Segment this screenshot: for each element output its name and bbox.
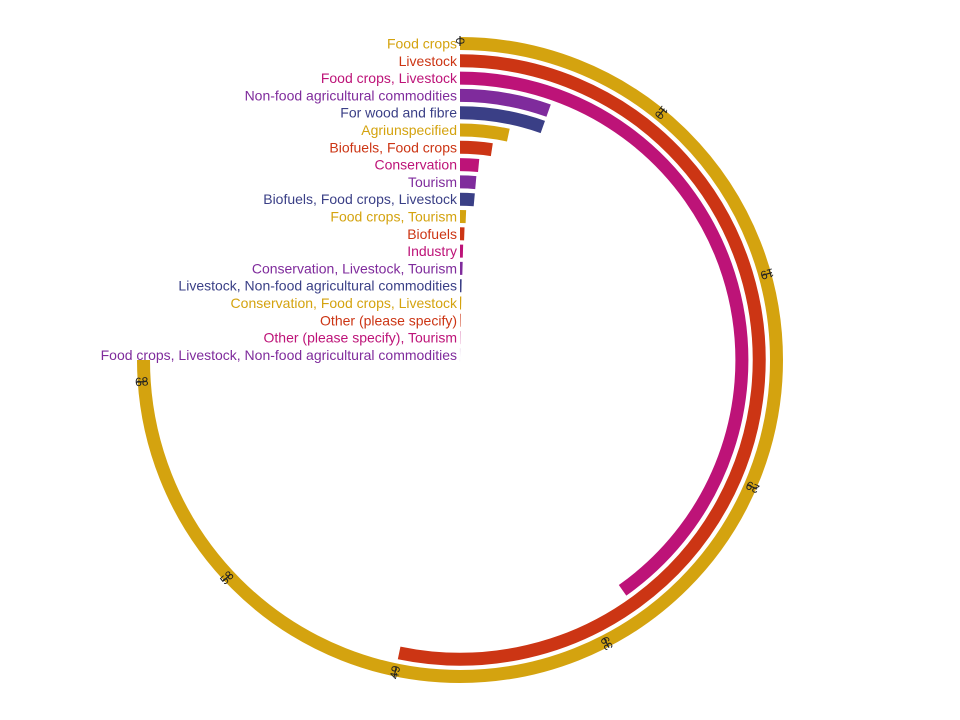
bars-layer <box>137 37 783 683</box>
category-label-18: Other (please specify), Tourism <box>264 330 457 346</box>
category-label-13: Industry <box>407 243 457 259</box>
tick-label-8: 68 <box>135 374 150 389</box>
bar-8 <box>459 158 480 172</box>
category-label-7: Biofuels, Food crops <box>329 139 457 155</box>
tick-mark-7 <box>222 573 231 582</box>
tick-mark-3 <box>762 272 773 276</box>
category-label-11: Food crops, Tourism <box>330 209 457 225</box>
bar-10 <box>459 192 475 207</box>
bar-1 <box>137 37 783 683</box>
tick-label-4: 29 <box>743 478 761 496</box>
category-label-3: Food crops, Livestock <box>321 70 458 86</box>
bar-2 <box>397 54 766 666</box>
category-label-5: For wood and fibre <box>340 105 457 121</box>
category-label-9: Tourism <box>408 174 457 190</box>
category-label-15: Livestock, Non-food agricultural commodi… <box>178 278 457 294</box>
category-label-10: Biofuels, Food crops, Livestock <box>263 191 458 207</box>
category-label-14: Conservation, Livestock, Tourism <box>252 260 457 276</box>
bar-4 <box>459 88 551 117</box>
category-label-8: Conservation <box>375 157 458 173</box>
tick-mark-5 <box>603 638 610 648</box>
tick-mark-8 <box>136 380 147 383</box>
bar-6 <box>459 123 510 142</box>
category-label-12: Biofuels <box>407 226 457 242</box>
bar-5 <box>459 106 545 134</box>
tick-label-1: 0 <box>453 38 467 45</box>
category-label-2: Livestock <box>399 53 458 69</box>
category-label-1: Food crops <box>387 36 457 52</box>
tick-mark-6 <box>393 667 397 678</box>
bar-9 <box>459 175 477 190</box>
tick-label-3: 19 <box>759 265 776 282</box>
category-label-4: Non-food agricultural commodities <box>245 87 457 103</box>
tick-label-5: 39 <box>597 634 616 653</box>
tick-mark-2 <box>657 108 665 117</box>
tick-mark-4 <box>747 484 758 490</box>
category-label-17: Other (please specify) <box>320 312 457 328</box>
category-label-19: Food crops, Livestock, Non-food agricult… <box>101 347 457 363</box>
category-label-16: Conservation, Food crops, Livestock <box>231 295 458 311</box>
tick-label-6: 49 <box>387 664 403 680</box>
category-label-6: Agriunspecified <box>361 122 457 138</box>
bar-3 <box>459 71 749 596</box>
bar-7 <box>459 140 493 157</box>
